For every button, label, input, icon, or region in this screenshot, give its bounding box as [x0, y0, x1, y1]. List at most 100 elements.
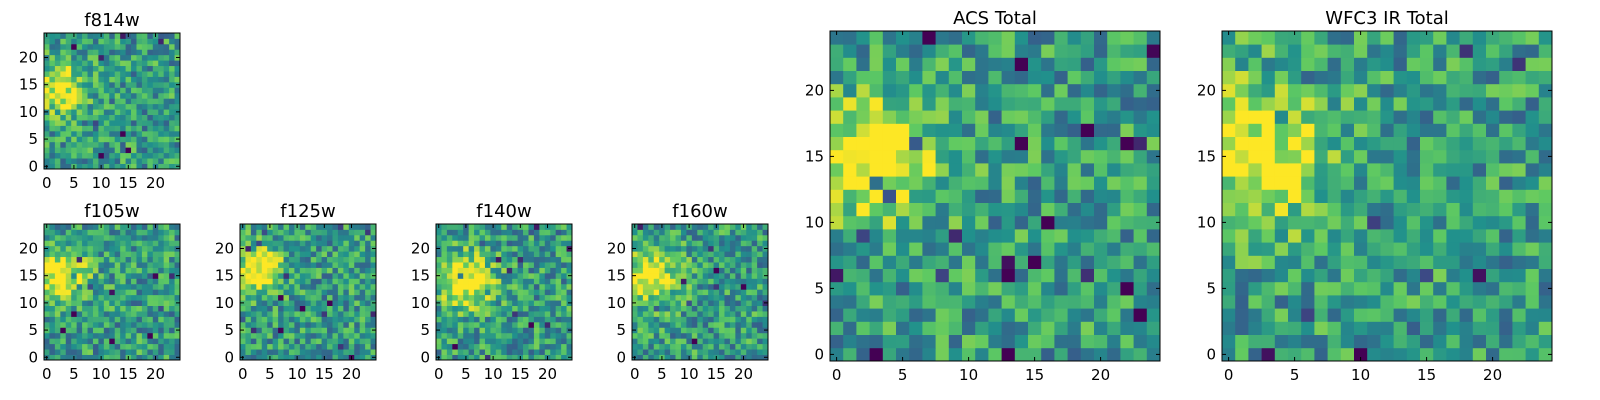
heatmap-cell	[1054, 163, 1068, 177]
heatmap-cell	[1420, 83, 1434, 98]
heatmap-cell	[869, 229, 884, 243]
heatmap-cell	[54, 332, 61, 339]
heatmap-cell	[65, 354, 72, 361]
heatmap-cell	[158, 60, 165, 67]
heatmap-cell	[1274, 189, 1289, 203]
heatmap-cell	[909, 347, 923, 362]
heatmap-cell	[632, 311, 638, 317]
heatmap-cell	[125, 43, 132, 50]
heatmap-cell	[664, 283, 671, 290]
heatmap-cell	[675, 229, 682, 236]
heatmap-cell	[664, 332, 671, 339]
heatmap-cell	[882, 229, 897, 243]
heatmap-cell	[71, 327, 78, 334]
heatmap-cell	[1014, 70, 1029, 85]
heatmap-cell	[452, 262, 459, 268]
heatmap-cell	[49, 141, 56, 148]
heatmap-cell	[517, 294, 524, 301]
heatmap-cell	[975, 97, 989, 111]
heatmap-cell	[1235, 70, 1249, 85]
heatmap-cell	[65, 49, 72, 56]
heatmap-cell	[92, 71, 99, 77]
heatmap-cell	[131, 76, 137, 83]
heatmap-cell	[523, 316, 529, 323]
heatmap-cell	[1327, 308, 1342, 322]
heatmap-cell	[484, 305, 491, 312]
heatmap-cell	[76, 120, 83, 126]
heatmap-cell	[370, 256, 377, 263]
heatmap-cell	[125, 49, 132, 56]
heatmap-cell	[288, 283, 295, 290]
heatmap-cell	[1235, 149, 1249, 164]
heatmap-cell	[702, 262, 709, 268]
heatmap-cell	[283, 256, 290, 263]
heatmap-cell	[1340, 70, 1355, 85]
heatmap-cell	[1354, 229, 1368, 243]
heatmap-cell	[659, 338, 666, 345]
heatmap-cell	[988, 44, 1002, 58]
heatmap-cell	[71, 114, 78, 121]
f814w-axes-frame	[43, 32, 181, 170]
heatmap-cell	[675, 294, 682, 301]
heatmap-cell	[305, 229, 312, 236]
heatmap-cell	[103, 229, 110, 236]
heatmap-cell	[370, 311, 377, 317]
heatmap-cell	[935, 295, 950, 309]
heatmap-cell	[327, 262, 333, 268]
heatmap-cell	[550, 278, 557, 285]
heatmap-cell	[948, 149, 963, 164]
heatmap-cell	[975, 334, 989, 349]
heatmap-cell	[71, 92, 78, 99]
heatmap-cell	[501, 229, 508, 236]
heatmap-cell	[830, 149, 844, 164]
heatmap-cell	[882, 215, 897, 230]
heatmap-cell	[1288, 123, 1302, 137]
heatmap-cell	[653, 343, 660, 350]
heatmap-cell	[550, 245, 557, 252]
heatmap-cell	[648, 272, 655, 279]
heatmap-cell	[152, 120, 159, 126]
heatmap-cell	[65, 163, 72, 170]
heatmap-cell	[533, 262, 540, 268]
x-tick-label: 5	[898, 366, 908, 384]
heatmap-cell	[962, 321, 976, 335]
heatmap-cell	[632, 256, 638, 263]
heatmap-cell	[1028, 242, 1042, 256]
heatmap-cell	[92, 65, 99, 72]
heatmap-cell	[131, 43, 137, 50]
heatmap-cell	[136, 262, 143, 268]
heatmap-cell	[92, 103, 99, 110]
heatmap-cell	[1146, 163, 1161, 177]
heatmap-cell	[44, 267, 50, 274]
heatmap-cell	[305, 262, 312, 268]
heatmap-cell	[60, 76, 67, 83]
heatmap-cell	[305, 240, 312, 247]
heatmap-cell	[158, 71, 165, 77]
heatmap-cell	[131, 158, 137, 164]
heatmap-cell	[310, 311, 317, 317]
heatmap-cell	[310, 300, 317, 306]
heatmap-cell	[125, 38, 132, 45]
heatmap-cell	[305, 267, 312, 274]
heatmap-cell	[457, 256, 464, 263]
y-tick-label: 20	[19, 48, 38, 66]
heatmap-cell	[512, 278, 518, 285]
heatmap-cell	[332, 316, 339, 323]
heatmap-cell	[1028, 163, 1042, 177]
heatmap-cell	[321, 327, 328, 334]
heatmap-cell	[719, 349, 725, 355]
heatmap-cell	[1261, 163, 1276, 177]
heatmap-cell	[1235, 229, 1249, 243]
heatmap-cell	[1301, 70, 1315, 85]
heatmap-cell	[566, 267, 573, 274]
heatmap-cell	[702, 305, 709, 312]
heatmap-cell	[670, 240, 676, 247]
heatmap-cell	[642, 262, 649, 268]
heatmap-cell	[71, 283, 78, 290]
heatmap-cell	[321, 245, 328, 252]
heatmap-cell	[1327, 149, 1342, 164]
heatmap-cell	[708, 354, 714, 361]
heatmap-cell	[169, 136, 175, 143]
heatmap-cell	[163, 141, 170, 148]
